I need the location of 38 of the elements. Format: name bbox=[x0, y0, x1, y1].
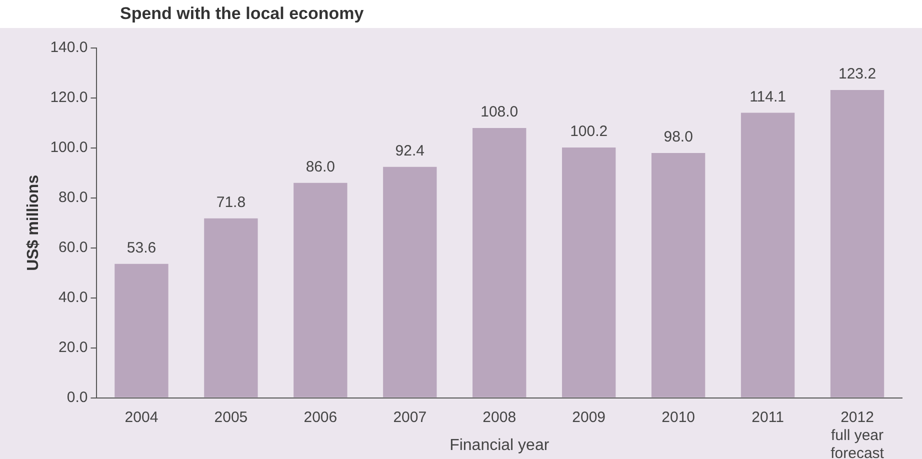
x-tick-label: 2010 bbox=[662, 408, 696, 426]
x-axis-title: Financial year bbox=[450, 436, 550, 454]
y-tick-label: 20.0 bbox=[58, 338, 88, 356]
x-tick-label: 2004 bbox=[124, 408, 158, 426]
bar bbox=[383, 166, 437, 398]
x-tick-label: 2012 full year forecast bbox=[830, 408, 885, 459]
x-tick-label: 2005 bbox=[214, 408, 248, 426]
x-tick-label: 2009 bbox=[572, 408, 606, 426]
data-label: 108.0 bbox=[480, 104, 518, 121]
y-tick-label: 120.0 bbox=[50, 89, 88, 106]
bar bbox=[472, 128, 526, 398]
data-label: 53.6 bbox=[126, 240, 156, 257]
y-tick-label: 100.0 bbox=[50, 139, 88, 156]
x-tick-label: 2011 bbox=[752, 408, 784, 426]
y-tick-label: 140.0 bbox=[50, 39, 88, 56]
bar bbox=[651, 152, 706, 398]
y-tick-label: 80.0 bbox=[58, 189, 88, 206]
y-axis-title: US$ millions bbox=[25, 174, 42, 271]
bar bbox=[204, 218, 258, 398]
data-label: 114.1 bbox=[750, 88, 786, 106]
data-label: 86.0 bbox=[306, 158, 336, 176]
data-label: 92.4 bbox=[395, 142, 424, 160]
chart-title: Spend with the local economy bbox=[120, 4, 364, 24]
data-label: 123.2 bbox=[838, 66, 876, 83]
data-label: 100.2 bbox=[570, 123, 608, 140]
x-tick-label: 2007 bbox=[393, 408, 427, 426]
data-label: 98.0 bbox=[664, 128, 693, 146]
y-tick-label: 40.0 bbox=[58, 289, 88, 306]
bar bbox=[294, 182, 348, 398]
x-tick-label: 2006 bbox=[304, 408, 338, 426]
bar bbox=[562, 147, 616, 398]
y-tick-label: 0.0 bbox=[66, 388, 88, 406]
bar bbox=[114, 264, 168, 398]
data-label: 71.8 bbox=[216, 194, 246, 212]
y-tick-label: 60.0 bbox=[58, 239, 88, 256]
x-tick-label: 2008 bbox=[482, 408, 516, 426]
bar bbox=[740, 112, 795, 398]
bar bbox=[830, 90, 884, 398]
